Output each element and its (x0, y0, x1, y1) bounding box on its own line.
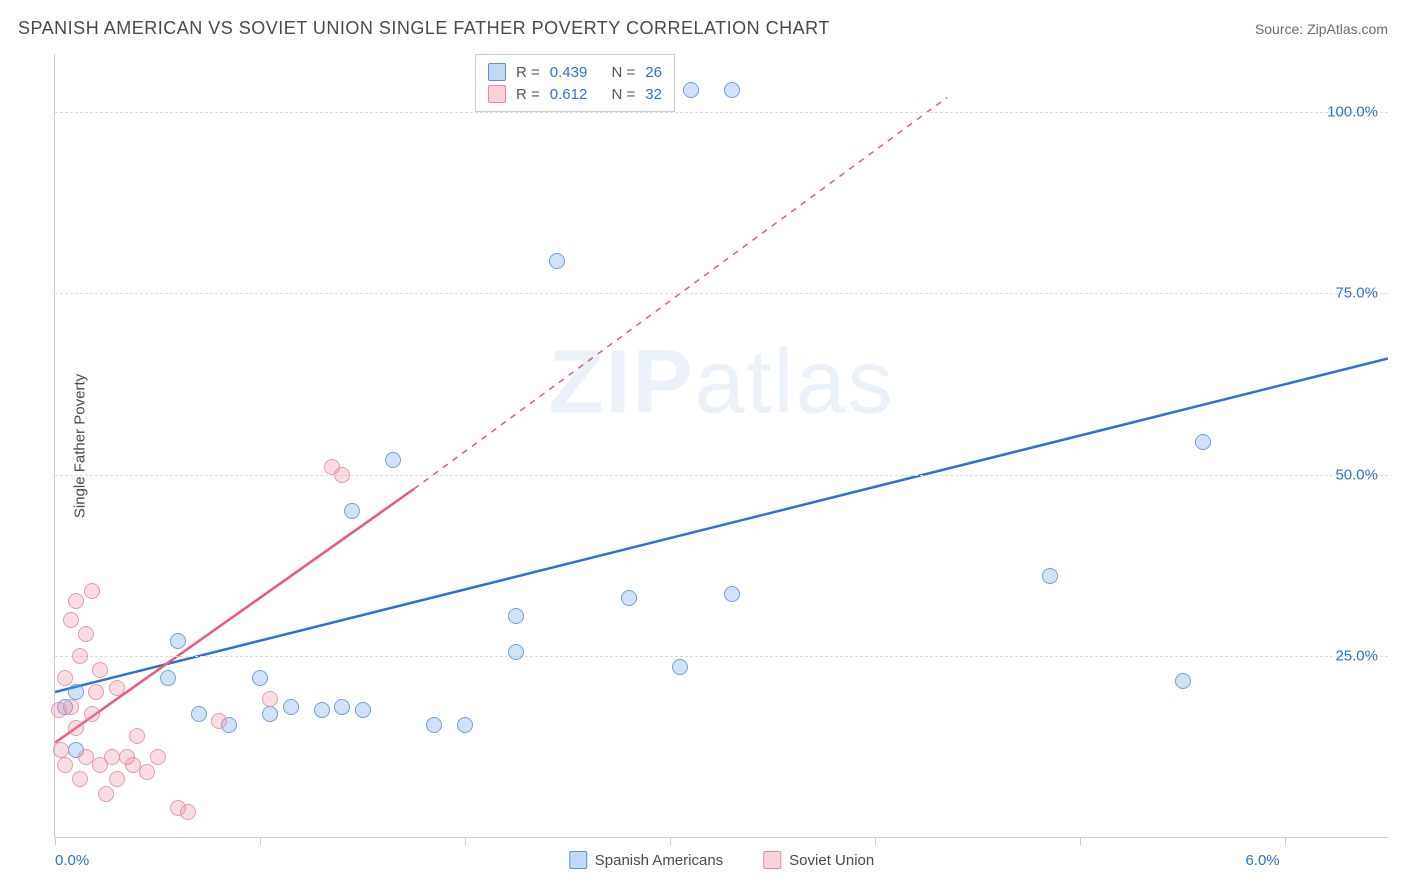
data-point (129, 728, 145, 744)
data-point (283, 699, 299, 715)
n-label-2: N = (611, 86, 635, 103)
legend: Spanish Americans Soviet Union (569, 851, 874, 869)
data-point (180, 804, 196, 820)
data-point (72, 648, 88, 664)
data-point (355, 702, 371, 718)
data-point (92, 662, 108, 678)
data-point (150, 749, 166, 765)
data-point (426, 717, 442, 733)
data-point (88, 684, 104, 700)
legend-swatch-blue-icon (569, 851, 587, 869)
gridline (55, 112, 1388, 113)
data-point (170, 633, 186, 649)
data-point (68, 593, 84, 609)
n-value-1: 26 (645, 64, 662, 81)
r-label: R = (516, 64, 540, 81)
x-tick-label: 6.0% (1245, 852, 1279, 869)
data-point (724, 82, 740, 98)
data-point (683, 82, 699, 98)
data-point (672, 659, 688, 675)
data-point (262, 706, 278, 722)
x-tick (875, 837, 876, 845)
data-point (109, 771, 125, 787)
scatter-plot: ZIPatlas R = 0.439 N = 26 R = 0.612 N = … (54, 54, 1388, 838)
r-value-1: 0.439 (550, 64, 588, 81)
x-tick (1080, 837, 1081, 845)
n-value-2: 32 (645, 86, 662, 103)
data-point (98, 786, 114, 802)
data-point (63, 612, 79, 628)
x-tick (55, 837, 56, 845)
swatch-blue-icon (488, 63, 506, 81)
gridline (55, 475, 1388, 476)
watermark: ZIPatlas (548, 331, 894, 434)
data-point (84, 706, 100, 722)
data-point (139, 764, 155, 780)
data-point (191, 706, 207, 722)
data-point (72, 771, 88, 787)
stats-row-series1: R = 0.439 N = 26 (488, 61, 662, 83)
legend-item-2: Soviet Union (763, 851, 874, 869)
y-tick-label: 25.0% (1335, 647, 1378, 664)
data-point (57, 670, 73, 686)
data-point (621, 590, 637, 606)
data-point (457, 717, 473, 733)
r-label-2: R = (516, 86, 540, 103)
data-point (385, 452, 401, 468)
data-point (549, 253, 565, 269)
data-point (160, 670, 176, 686)
stats-row-series2: R = 0.612 N = 32 (488, 83, 662, 105)
x-tick (670, 837, 671, 845)
x-tick (260, 837, 261, 845)
gridline (55, 293, 1388, 294)
data-point (334, 699, 350, 715)
x-tick (465, 837, 466, 845)
data-point (1042, 568, 1058, 584)
trend-lines (55, 54, 1388, 837)
data-point (78, 626, 94, 642)
legend-swatch-pink-icon (763, 851, 781, 869)
data-point (68, 720, 84, 736)
data-point (334, 467, 350, 483)
swatch-pink-icon (488, 85, 506, 103)
y-tick-label: 50.0% (1335, 466, 1378, 483)
correlation-stats-box: R = 0.439 N = 26 R = 0.612 N = 32 (475, 54, 675, 112)
y-tick-label: 75.0% (1335, 285, 1378, 302)
x-tick (1285, 837, 1286, 845)
data-point (252, 670, 268, 686)
data-point (1195, 434, 1211, 450)
data-point (109, 680, 125, 696)
legend-label-1: Spanish Americans (595, 852, 723, 869)
data-point (57, 757, 73, 773)
y-tick-label: 100.0% (1327, 104, 1378, 121)
data-point (508, 644, 524, 660)
source-attribution: Source: ZipAtlas.com (1255, 21, 1388, 37)
chart-title: SPANISH AMERICAN VS SOVIET UNION SINGLE … (18, 18, 830, 39)
data-point (344, 503, 360, 519)
legend-item-1: Spanish Americans (569, 851, 723, 869)
legend-label-2: Soviet Union (789, 852, 874, 869)
data-point (724, 586, 740, 602)
x-tick-label: 0.0% (55, 852, 89, 869)
data-point (53, 742, 69, 758)
data-point (508, 608, 524, 624)
data-point (1175, 673, 1191, 689)
gridline (55, 656, 1388, 657)
data-point (211, 713, 227, 729)
data-point (314, 702, 330, 718)
r-value-2: 0.612 (550, 86, 588, 103)
n-label: N = (611, 64, 635, 81)
data-point (84, 583, 100, 599)
data-point (262, 691, 278, 707)
data-point (63, 699, 79, 715)
